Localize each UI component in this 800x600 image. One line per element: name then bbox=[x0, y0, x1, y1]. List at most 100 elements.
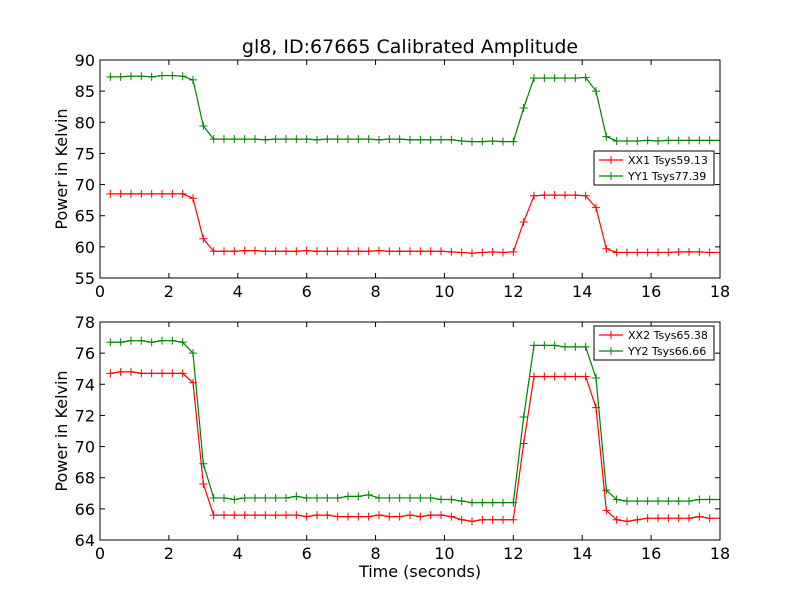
data-point bbox=[623, 497, 631, 506]
data-point bbox=[230, 495, 239, 504]
data-point bbox=[333, 493, 342, 502]
data-point bbox=[519, 103, 528, 112]
data-point bbox=[561, 342, 569, 351]
series-2 bbox=[106, 71, 720, 146]
data-point bbox=[499, 248, 507, 257]
data-point bbox=[674, 136, 683, 145]
x-tick-label: 4 bbox=[233, 544, 243, 563]
data-point bbox=[643, 136, 652, 145]
data-point bbox=[447, 512, 456, 521]
data-point bbox=[230, 511, 239, 520]
y-tick-label: 70 bbox=[75, 438, 95, 457]
data-point bbox=[488, 515, 497, 524]
data-point bbox=[354, 247, 363, 256]
data-point bbox=[674, 497, 683, 506]
data-point bbox=[437, 495, 445, 504]
data-point bbox=[189, 194, 197, 203]
data-point bbox=[354, 512, 363, 521]
data-point bbox=[209, 493, 218, 502]
data-point bbox=[158, 71, 166, 80]
data-point bbox=[137, 369, 146, 378]
data-point bbox=[643, 497, 652, 506]
x-tick-label: 8 bbox=[370, 282, 380, 301]
y-tick-label: 90 bbox=[75, 51, 95, 70]
data-point bbox=[488, 498, 497, 507]
x-tick-label: 12 bbox=[503, 282, 523, 301]
data-point bbox=[178, 338, 187, 347]
data-point bbox=[499, 498, 507, 507]
data-point bbox=[623, 517, 631, 526]
data-point bbox=[127, 189, 135, 198]
data-point bbox=[664, 136, 673, 145]
data-point bbox=[695, 495, 704, 504]
data-point bbox=[137, 336, 146, 345]
data-point bbox=[426, 247, 435, 256]
data-point bbox=[437, 511, 445, 520]
data-point bbox=[282, 493, 290, 502]
data-point bbox=[654, 497, 662, 506]
data-point bbox=[550, 341, 559, 350]
data-point bbox=[612, 515, 621, 524]
data-point bbox=[364, 490, 373, 499]
data-point bbox=[685, 136, 693, 145]
data-point bbox=[561, 372, 569, 381]
data-point bbox=[478, 498, 487, 507]
data-point bbox=[478, 515, 487, 524]
data-point bbox=[561, 74, 569, 83]
y-tick-label: 64 bbox=[75, 531, 95, 550]
data-point bbox=[137, 72, 146, 81]
data-point bbox=[406, 135, 414, 144]
data-point bbox=[416, 493, 425, 502]
data-point bbox=[633, 515, 642, 524]
data-point bbox=[426, 135, 435, 144]
data-point bbox=[695, 247, 704, 256]
data-point bbox=[385, 493, 394, 502]
data-point bbox=[447, 495, 456, 504]
data-point bbox=[302, 493, 311, 502]
y-tick-label: 74 bbox=[75, 375, 95, 394]
data-point bbox=[633, 497, 642, 506]
data-point bbox=[509, 498, 518, 507]
data-point bbox=[158, 189, 166, 198]
data-point bbox=[550, 372, 559, 381]
data-point bbox=[457, 515, 466, 524]
data-point bbox=[199, 234, 208, 243]
data-point bbox=[499, 137, 507, 146]
data-point bbox=[705, 136, 714, 145]
data-point bbox=[282, 511, 290, 520]
chart-title: gl8, ID:67665 Calibrated Amplitude bbox=[242, 36, 578, 58]
data-point bbox=[447, 247, 456, 256]
data-point bbox=[499, 515, 507, 524]
data-point bbox=[592, 203, 600, 212]
data-point bbox=[705, 248, 714, 257]
x-axis-label: Time (seconds) bbox=[358, 562, 481, 581]
x-tick-label: 16 bbox=[641, 544, 661, 563]
data-point bbox=[447, 135, 456, 144]
data-point bbox=[602, 244, 611, 253]
data-point bbox=[530, 341, 538, 350]
data-point bbox=[240, 493, 249, 502]
data-point bbox=[116, 189, 125, 198]
legend-box bbox=[593, 150, 715, 186]
data-point bbox=[323, 511, 332, 520]
data-point bbox=[530, 372, 538, 381]
data-point bbox=[271, 135, 280, 144]
data-point bbox=[158, 369, 166, 378]
y-tick-label: 72 bbox=[75, 406, 95, 425]
y-tick-label: 70 bbox=[75, 176, 95, 195]
data-point bbox=[385, 135, 394, 144]
data-point bbox=[178, 72, 187, 81]
data-point bbox=[416, 135, 425, 144]
data-point bbox=[426, 511, 435, 520]
data-point bbox=[323, 247, 332, 256]
series-1 bbox=[106, 367, 720, 526]
data-point bbox=[178, 189, 187, 198]
data-point bbox=[540, 191, 549, 200]
data-point bbox=[643, 514, 652, 523]
data-point bbox=[581, 372, 590, 381]
data-point bbox=[705, 495, 714, 504]
data-point bbox=[344, 492, 352, 501]
data-point bbox=[457, 136, 466, 145]
data-point bbox=[354, 492, 363, 501]
